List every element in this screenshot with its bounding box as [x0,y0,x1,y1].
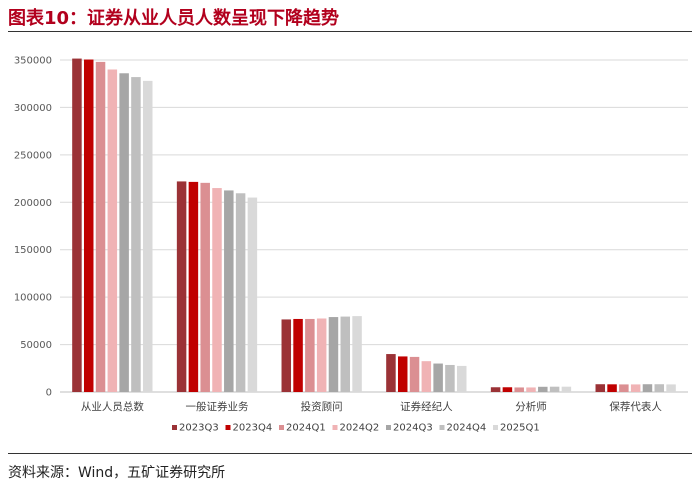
bar-2023q4 [83,59,94,392]
legend-label: 2023Q3 [179,423,219,434]
y-tick-label: 150000 [14,245,52,256]
bar-2024q1 [514,387,524,392]
legend-label: 2023Q4 [233,423,273,434]
bar-2025q1 [247,197,258,392]
bar-2024q4 [445,364,455,392]
x-category-label: 一般证券业务 [186,400,249,413]
bar-2024q4 [549,386,560,392]
y-tick-label: 0 [46,388,52,399]
bar-2023q4 [293,318,303,392]
legend-swatch [225,425,231,430]
bar-2023q4 [397,356,408,392]
bar-2024q2 [316,318,327,392]
bar-2023q3 [595,384,606,392]
bar-2023q3 [72,58,82,392]
bar-chart: 0 50000 100000 150000 200000 250000 300000 3500… [14,56,688,434]
bar-2025q1 [561,386,572,392]
x-category-label: 投资顾问 [301,400,343,413]
bar-2025q1 [352,316,362,392]
bar-2025q1 [666,384,676,392]
x-category-label: 分析师 [515,400,547,413]
bar-2024q3 [642,384,653,392]
bar-2024q2 [630,384,641,392]
bar-2024q4 [654,384,665,392]
x-category-label: 证券经纪人 [400,400,453,413]
legend-swatch [439,425,445,430]
bar-2024q1 [409,356,420,392]
bar-2024q3 [224,190,234,392]
bar-2024q3 [119,73,129,392]
legend-label: 2024Q4 [447,423,487,434]
legend-label: 2024Q1 [286,423,326,434]
bar-2024q2 [212,188,222,392]
x-category-label: 保荐代表人 [609,400,662,413]
legend-swatch [386,425,391,430]
bar-2023q4 [607,384,617,392]
y-tick-label: 100000 [14,293,52,304]
legend-swatch [493,425,498,430]
y-tick-label: 350000 [14,56,52,67]
legend-swatch [279,425,284,430]
bar-2023q4 [502,387,513,392]
bar-2023q3 [281,319,292,392]
bar-2024q3 [433,363,443,392]
bar-2024q1 [619,384,629,392]
bar-2024q2 [421,361,432,392]
y-tick-label: 250000 [14,150,52,161]
x-category-label: 从业人员总数 [81,400,144,413]
bar-2025q1 [456,365,467,392]
bar-2023q3 [386,354,396,392]
legend-label: 2024Q3 [393,423,433,434]
bar-2023q3 [490,387,501,392]
bar-2024q1 [95,61,106,392]
bottom-divider [8,453,692,454]
bar-2024q2 [526,387,536,392]
bar-2024q1 [200,182,210,392]
bar-2023q3 [176,181,187,392]
chart-title: 图表10：证券从业人员人数呈现下降趋势 [8,8,340,29]
legend-swatch [332,425,338,430]
y-tick-label: 300000 [14,103,52,114]
bar-2023q4 [188,181,199,392]
bar-2025q1 [142,80,153,393]
bar-2024q2 [107,69,118,392]
legend-label: 2024Q2 [340,423,380,434]
bar-2024q3 [328,317,339,392]
bar-2024q4 [340,316,351,392]
y-tick-label: 200000 [14,198,52,209]
y-tick-label: 50000 [20,340,52,351]
bar-2024q4 [235,193,246,392]
bar-2024q3 [538,386,548,392]
legend-label: 2025Q1 [500,423,540,434]
source-note: 资料来源：Wind，五矿证券研究所 [8,465,226,481]
top-divider [8,31,692,32]
legend-swatch [172,425,177,430]
bar-2024q1 [305,318,315,392]
bar-2024q4 [131,77,141,393]
